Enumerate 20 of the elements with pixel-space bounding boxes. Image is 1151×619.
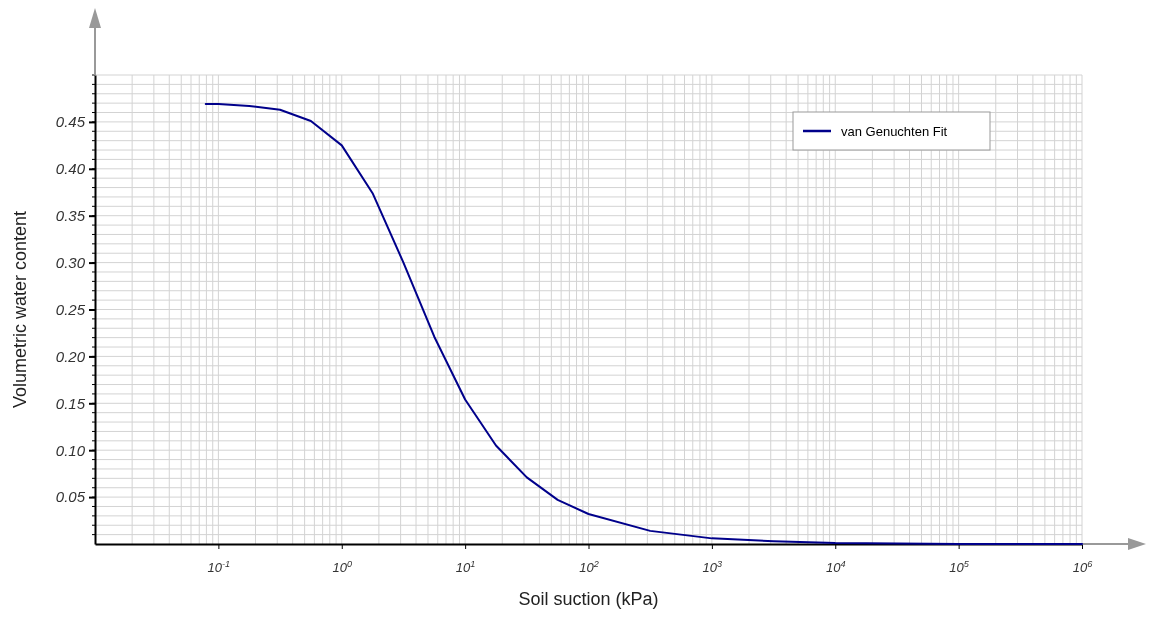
y-tick-label: 0.05 bbox=[55, 488, 86, 506]
x-tick-label: 10$^{4}$ bbox=[825, 559, 846, 575]
x-tick-label: 10$^{2}$ bbox=[579, 559, 599, 575]
y-tick-label: 0.15 bbox=[55, 394, 86, 412]
x-tick-label: 10$^{5}$ bbox=[949, 559, 970, 575]
y-axis-title: Volumetric water content bbox=[10, 210, 30, 409]
y-tick-label: 0.10 bbox=[55, 441, 86, 459]
y-tick-label: 0.40 bbox=[55, 160, 86, 178]
legend-label: van Genuchten Fit bbox=[841, 124, 948, 139]
x-tick-label: 10$^{3}$ bbox=[702, 559, 723, 575]
x-tick-label: 10$^{-1}$ bbox=[207, 559, 231, 575]
x-tick-label: 10$^{0}$ bbox=[332, 559, 353, 575]
y-tick-label: 0.25 bbox=[55, 300, 86, 318]
x-tick-label: 10$^{1}$ bbox=[455, 559, 476, 575]
y-tick-label: 0.20 bbox=[55, 347, 86, 365]
x-axis-title: Soil suction (kPa) bbox=[518, 589, 659, 609]
x-tick-label: 10$^{6}$ bbox=[1072, 559, 1094, 575]
y-tick-label: 0.35 bbox=[55, 207, 86, 224]
y-tick-label: 0.45 bbox=[55, 113, 86, 131]
y-tick-label: 0.30 bbox=[55, 253, 86, 271]
